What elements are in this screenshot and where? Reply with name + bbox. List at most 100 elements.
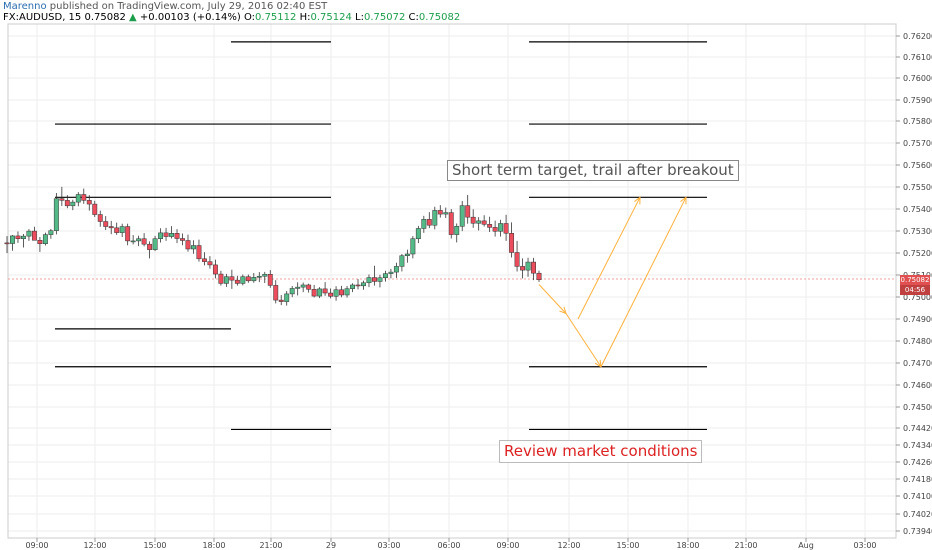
- time-axis[interactable]: 09:00 12:00 15:00 18:00 21:00 29 03:00 06:00 09:…: [25, 538, 877, 550]
- candle-body: [196, 245, 202, 260]
- candle-body: [388, 271, 394, 274]
- time-tick-label: 15:00: [616, 541, 639, 550]
- plot-area-border: [7, 23, 897, 539]
- projection-arrow-line: [565, 313, 602, 368]
- candle-body: [306, 284, 312, 290]
- time-tick-label: 06:00: [437, 541, 460, 550]
- candle-body: [432, 210, 438, 226]
- candle-body: [377, 277, 383, 282]
- candle-body: [328, 292, 334, 297]
- high-value: 0.75124: [310, 12, 352, 23]
- candle-body: [152, 238, 158, 250]
- candle-body: [103, 221, 109, 227]
- candle-body: [344, 288, 350, 296]
- last-price: 0.75082: [84, 12, 126, 23]
- candle-body: [37, 240, 43, 245]
- candle-body: [10, 235, 15, 244]
- time-tick-label: 15:00: [143, 541, 166, 550]
- candle-body: [410, 238, 416, 255]
- countdown-badge: 04:56: [900, 285, 930, 295]
- candle-body: [361, 282, 366, 287]
- candles: [4, 186, 542, 306]
- symbol-label[interactable]: FX:AUDUSD, 15: [3, 12, 82, 23]
- candle-body: [207, 261, 213, 266]
- candle-body: [311, 289, 317, 297]
- candle-body: [251, 277, 257, 282]
- projection-arrow-head: [634, 196, 641, 205]
- time-tick-label: 18:00: [202, 541, 225, 550]
- review-annotation[interactable]: Review market conditions: [499, 440, 703, 463]
- candle-body: [465, 205, 471, 218]
- open-value: 0.75112: [255, 12, 297, 23]
- candle-body: [525, 261, 531, 271]
- time-tick-label: 21:00: [734, 541, 757, 550]
- time-tick-label: 12:00: [557, 541, 580, 550]
- time-tick-label: 09:00: [25, 541, 48, 550]
- candle-body: [273, 285, 279, 301]
- candle-body: [366, 277, 372, 284]
- candle-body: [75, 194, 81, 203]
- candle-body: [372, 277, 377, 282]
- candle-body: [185, 240, 191, 250]
- projection-arrow-line: [538, 284, 567, 314]
- candle-body: [503, 223, 509, 234]
- time-tick-label: Aug: [798, 541, 814, 550]
- projection-arrow-line: [600, 197, 687, 367]
- candle-body: [229, 276, 235, 281]
- candle-body: [289, 288, 295, 295]
- candle-body: [498, 223, 504, 232]
- candle-body: [300, 284, 306, 288]
- candle-body: [355, 284, 361, 287]
- candle-body: [454, 226, 460, 235]
- candle-body: [267, 274, 273, 286]
- candle-body: [404, 253, 410, 256]
- candle-body: [26, 230, 32, 237]
- candle-body: [278, 299, 284, 302]
- candle-body: [4, 242, 10, 245]
- candle-body: [130, 240, 136, 243]
- candle-body: [81, 194, 87, 201]
- candle-body: [108, 226, 114, 229]
- candle-body: [256, 275, 262, 278]
- published-text: published on TradingView.com, July 29, 2…: [49, 1, 328, 12]
- high-label: H:: [299, 12, 311, 23]
- candle-body: [476, 220, 482, 224]
- author-link[interactable]: Marenno: [3, 1, 47, 12]
- candle-body: [245, 276, 251, 282]
- candle-body: [119, 226, 125, 233]
- target-annotation[interactable]: Short term target, trail after breakout: [447, 160, 739, 181]
- candle-body: [15, 235, 21, 239]
- candle-body: [31, 230, 37, 241]
- candle-body: [180, 238, 185, 241]
- candle-body: [136, 238, 142, 242]
- candle-body: [443, 212, 449, 215]
- close-value: 0.75082: [418, 12, 461, 23]
- candle-body: [531, 261, 536, 274]
- candle-body: [21, 235, 26, 239]
- candle-body: [163, 232, 169, 237]
- projection-arrow-head: [680, 196, 687, 205]
- time-tick-label: 03:00: [853, 541, 876, 550]
- candle-body: [70, 201, 76, 207]
- candle-body: [339, 289, 345, 296]
- time-tick-label: 18:00: [676, 541, 699, 550]
- candle-body: [97, 214, 103, 222]
- candle-body: [437, 210, 443, 215]
